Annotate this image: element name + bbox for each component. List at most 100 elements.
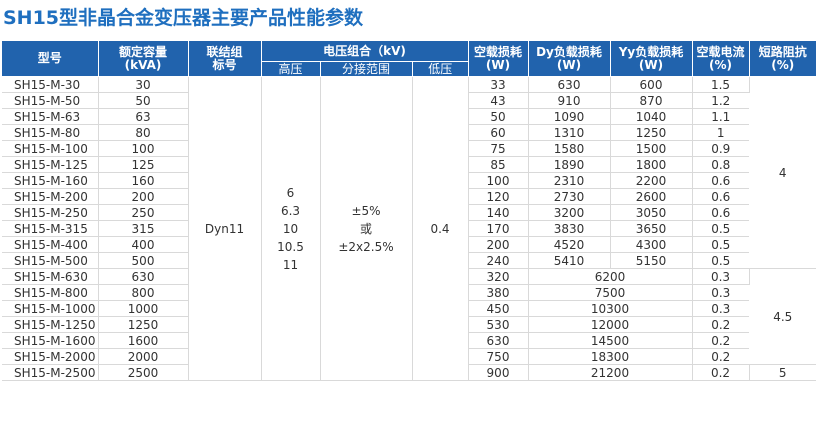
header-model: 型号 <box>2 41 99 77</box>
cell-no-load-loss: 240 <box>468 252 529 269</box>
cell-load-loss: 7500 <box>528 284 693 301</box>
cell-impedance: 4 <box>749 76 816 269</box>
table-row: SH15-M-400 400 200 4520 4300 0.5 <box>2 236 816 253</box>
header-capacity: 额定容量 (kVA) <box>98 41 189 77</box>
cell-yy-load-loss: 5150 <box>610 252 693 269</box>
cell-no-load-loss: 320 <box>468 268 529 285</box>
table-row: SH15-M-100 100 75 1580 1500 0.9 <box>2 140 816 157</box>
cell-capacity: 125 <box>98 156 189 173</box>
cell-impedance: 5 <box>749 364 816 381</box>
page-title: SH15型非晶合金变压器主要产品性能参数 <box>3 7 364 29</box>
cell-no-load-loss: 43 <box>468 92 529 109</box>
cell-model: SH15-M-30 <box>2 76 99 93</box>
cell-yy-load-loss: 4300 <box>610 236 693 253</box>
table-row: SH15-M-250 250 140 3200 3050 0.6 <box>2 204 816 221</box>
cell-no-load-current: 0.5 <box>692 236 749 253</box>
cell-capacity: 2500 <box>98 364 189 381</box>
cell-no-load-loss: 50 <box>468 108 529 125</box>
table-row: SH15-M-800 800 380 7500 0.3 <box>2 284 816 301</box>
cell-capacity: 160 <box>98 172 189 189</box>
cell-load-loss: 12000 <box>528 316 693 333</box>
cell-no-load-loss: 630 <box>468 332 529 349</box>
cell-yy-load-loss: 600 <box>610 76 693 93</box>
table-row: SH15-M-500 500 240 5410 5150 0.5 <box>2 252 816 269</box>
cell-no-load-loss: 170 <box>468 220 529 237</box>
cell-dy-load-loss: 1310 <box>528 124 611 141</box>
cell-no-load-loss: 380 <box>468 284 529 301</box>
cell-yy-load-loss: 1040 <box>610 108 693 125</box>
cell-no-load-current: 1.1 <box>692 108 749 125</box>
cell-no-load-current: 0.3 <box>692 268 750 285</box>
cell-capacity: 80 <box>98 124 189 141</box>
cell-capacity: 1600 <box>98 332 189 349</box>
spec-table: 型号 额定容量 (kVA) 联结组 标号 电压组合（kV) 空载损耗 (W) Dy负载… <box>2 41 816 381</box>
cell-no-load-current: 1.2 <box>692 92 749 109</box>
cell-model: SH15-M-315 <box>2 220 99 237</box>
cell-dy-load-loss: 4520 <box>528 236 611 253</box>
cell-dy-load-loss: 2310 <box>528 172 611 189</box>
table-row: SH15-M-50 50 43 910 870 1.2 <box>2 92 816 109</box>
table-row: SH15-M-1600 1600 630 14500 0.2 <box>2 332 816 349</box>
table-row: SH15-M-80 80 60 1310 1250 1 <box>2 124 816 141</box>
cell-model: SH15-M-160 <box>2 172 99 189</box>
cell-capacity: 50 <box>98 92 189 109</box>
cell-capacity: 1000 <box>98 300 189 317</box>
cell-capacity: 400 <box>98 236 189 253</box>
cell-capacity: 315 <box>98 220 189 237</box>
table-row: SH15-M-2500 2500 900 21200 0.2 5 <box>2 364 816 381</box>
header-hv: 高压 <box>261 61 321 77</box>
header-no-load-current: 空载电流 (%) <box>692 41 750 77</box>
cell-no-load-loss: 60 <box>468 124 529 141</box>
cell-capacity: 200 <box>98 188 189 205</box>
cell-load-loss: 14500 <box>528 332 693 349</box>
cell-dy-load-loss: 910 <box>528 92 611 109</box>
cell-no-load-loss: 140 <box>468 204 529 221</box>
cell-yy-load-loss: 3050 <box>610 204 693 221</box>
cell-group: Dyn11 <box>188 76 262 381</box>
cell-dy-load-loss: 3830 <box>528 220 611 237</box>
cell-no-load-current: 0.5 <box>692 252 749 269</box>
table-row: SH15-M-30 30 Dyn11 6 6.3 10 10.5 11 ±5% 或 ±2x2.5% 0… <box>2 76 816 381</box>
cell-model: SH15-M-2000 <box>2 348 99 365</box>
cell-no-load-current: 0.3 <box>692 284 749 301</box>
header-dy-load-loss: Dy负载损耗 (W) <box>528 41 611 77</box>
cell-yy-load-loss: 1250 <box>610 124 693 141</box>
cell-dy-load-loss: 630 <box>528 76 611 93</box>
cell-model: SH15-M-2500 <box>2 364 99 381</box>
cell-model: SH15-M-400 <box>2 236 99 253</box>
cell-capacity: 63 <box>98 108 189 125</box>
cell-capacity: 500 <box>98 252 189 269</box>
header-impedance: 短路阻抗 (%) <box>749 41 816 77</box>
cell-no-load-loss: 750 <box>468 348 529 365</box>
header-lv: 低压 <box>412 61 468 77</box>
cell-load-loss: 10300 <box>528 300 693 317</box>
cell-no-load-current: 1 <box>692 124 749 141</box>
cell-load-loss: 18300 <box>528 348 693 365</box>
table-row: SH15-M-315 315 170 3830 3650 0.5 <box>2 220 816 237</box>
table-row: SH15-M-63 63 50 1090 1040 1.1 <box>2 108 816 125</box>
cell-capacity: 630 <box>98 268 189 285</box>
cell-hv: 6 6.3 10 10.5 11 <box>261 76 321 381</box>
cell-model: SH15-M-1000 <box>2 300 99 317</box>
table-row: SH15-M-200 200 120 2730 2600 0.6 <box>2 188 816 205</box>
cell-dy-load-loss: 5410 <box>528 252 611 269</box>
cell-model: SH15-M-80 <box>2 124 99 141</box>
cell-yy-load-loss: 870 <box>610 92 693 109</box>
cell-model: SH15-M-1250 <box>2 316 99 333</box>
header-voltage: 电压组合（kV) <box>261 41 469 62</box>
cell-no-load-loss: 85 <box>468 156 529 173</box>
cell-capacity: 30 <box>98 76 189 93</box>
cell-yy-load-loss: 2200 <box>610 172 693 189</box>
cell-no-load-current: 0.6 <box>692 204 749 221</box>
cell-no-load-loss: 33 <box>468 76 529 93</box>
cell-yy-load-loss: 1800 <box>610 156 693 173</box>
cell-model: SH15-M-500 <box>2 252 99 269</box>
cell-no-load-current: 0.2 <box>692 316 749 333</box>
cell-no-load-current: 0.9 <box>692 140 749 157</box>
header-group: 联结组 标号 <box>188 41 262 77</box>
cell-impedance: 4.5 <box>749 268 816 365</box>
cell-dy-load-loss: 1890 <box>528 156 611 173</box>
cell-dy-load-loss: 1580 <box>528 140 611 157</box>
cell-no-load-current: 0.6 <box>692 188 749 205</box>
cell-model: SH15-M-125 <box>2 156 99 173</box>
